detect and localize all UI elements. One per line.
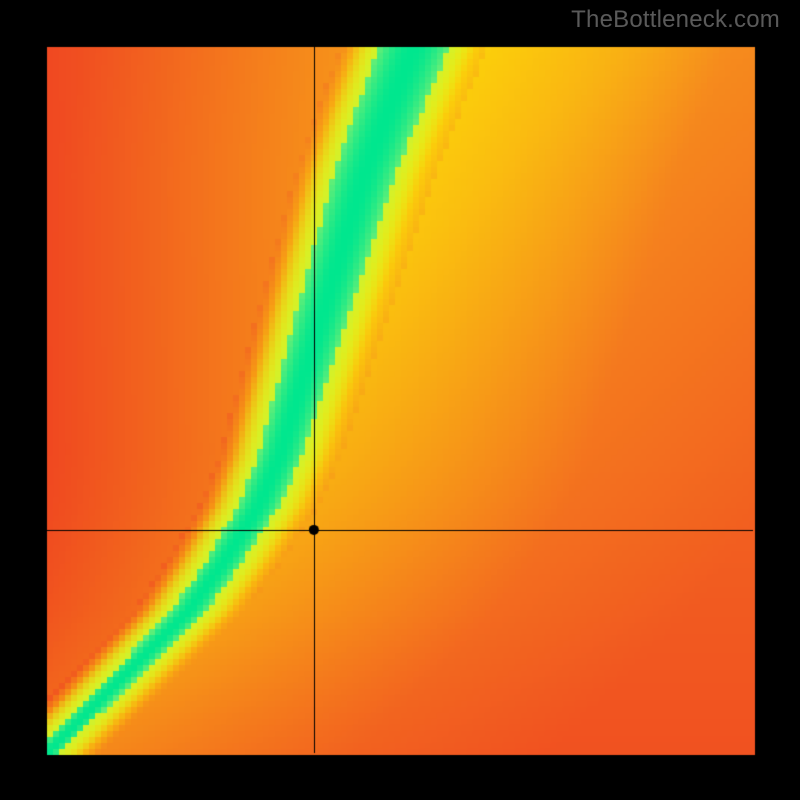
watermark-text: TheBottleneck.com xyxy=(571,6,780,34)
bottleneck-heatmap xyxy=(0,0,800,800)
chart-container: TheBottleneck.com xyxy=(0,0,800,800)
